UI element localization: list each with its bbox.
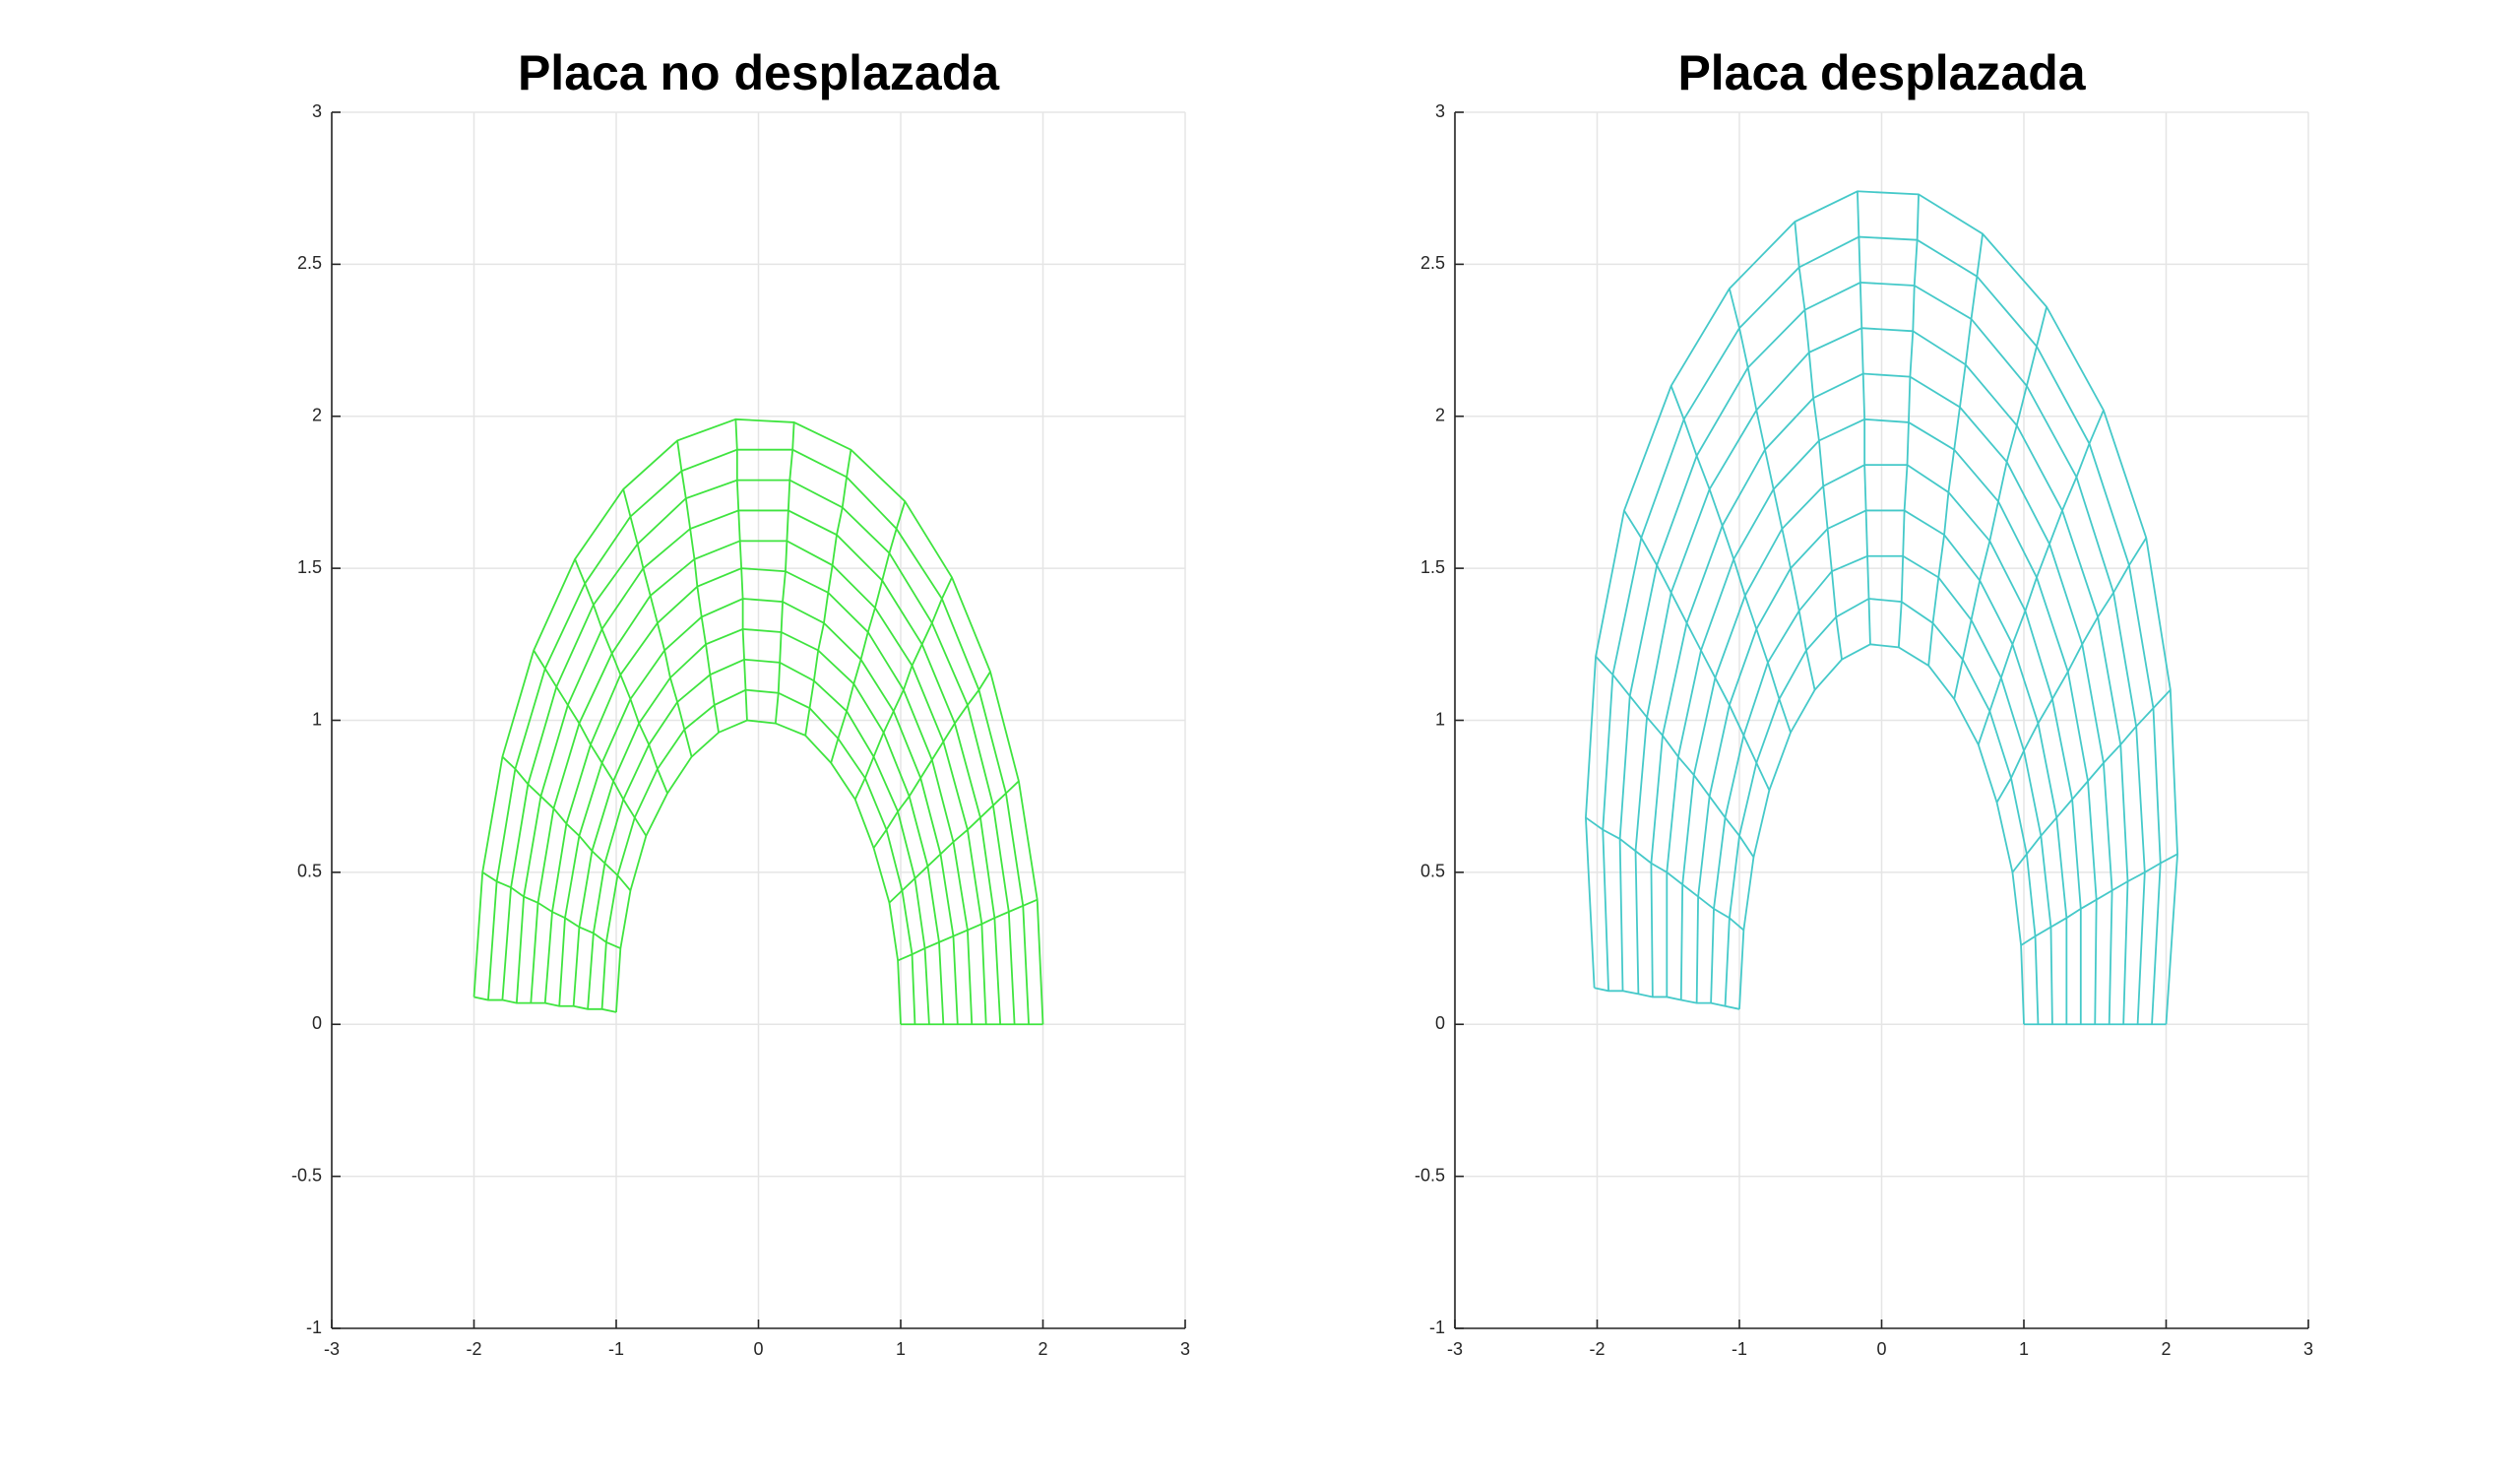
mesh-radial-line — [1729, 288, 1816, 690]
mesh-ring — [558, 598, 959, 1025]
mesh-radial-line — [872, 671, 991, 849]
mesh-ring — [587, 658, 930, 1025]
mesh-ring — [530, 540, 987, 1025]
y-tick-label: 3 — [312, 101, 322, 121]
mesh-radial-line — [1897, 194, 1920, 648]
x-tick-label: -2 — [1589, 1339, 1605, 1359]
y-tick-label: 0 — [312, 1013, 322, 1033]
x-tick-label: 3 — [2303, 1339, 2313, 1359]
y-tick-label: 0 — [1435, 1013, 1445, 1033]
mesh-radial-line — [501, 755, 632, 891]
y-tick-label: 1 — [312, 709, 322, 729]
mesh-ring — [1634, 327, 2129, 1025]
mesh-ring — [515, 509, 1002, 1025]
mesh-ring — [1724, 598, 2040, 1025]
x-tick-label: 1 — [896, 1339, 906, 1359]
y-tick-label: 2 — [1435, 406, 1445, 425]
x-tick-label: -2 — [466, 1339, 481, 1359]
mesh-ring — [1666, 418, 2098, 1025]
x-tick-label: 1 — [2019, 1339, 2029, 1359]
x-tick-label: -1 — [1732, 1339, 1747, 1359]
mesh-radial-line — [1927, 233, 1984, 667]
y-tick-label: 2.5 — [297, 253, 322, 273]
mesh-radial-line — [2011, 689, 2172, 873]
x-tick-label: 2 — [2161, 1339, 2171, 1359]
x-tick-label: 2 — [1038, 1339, 1047, 1359]
x-tick-label: 3 — [1180, 1339, 1190, 1359]
chart-title: Placa no desplazada — [518, 45, 1000, 100]
y-tick-label: 3 — [1435, 101, 1445, 121]
mesh-radial-line — [622, 488, 693, 757]
y-tick-label: 2.5 — [1420, 253, 1445, 273]
x-tick-label: 0 — [753, 1339, 763, 1359]
mesh-radial-line — [574, 558, 668, 794]
mesh-ring — [615, 719, 902, 1025]
chart: -3 -2 -1 0 1 2 3 -1 -0.5 0 0.5 1 1.5 2 2.5 3 Placa despl… — [1415, 45, 2313, 1359]
x-tick-label: -3 — [324, 1339, 340, 1359]
mesh-radial-line — [1977, 410, 2105, 745]
y-tick-label: 1.5 — [1420, 557, 1445, 577]
mesh-radial-line — [1953, 306, 2048, 700]
y-tick-label: -0.5 — [1415, 1165, 1445, 1185]
y-tick-label: 1 — [1435, 709, 1445, 729]
mesh-radial-line — [1594, 987, 1740, 1010]
mesh-radial-line — [897, 898, 1039, 962]
mesh-radial-line — [473, 996, 617, 1013]
chart: -3 -2 -1 0 1 2 3 -1 -0.5 0 0.5 1 1.5 2 2.5 3 Placa no de… — [291, 45, 1190, 1359]
mesh-radial-line — [1794, 222, 1843, 660]
mesh-ring — [1679, 464, 2082, 1025]
mesh-radial-line — [1585, 816, 1744, 932]
mesh-radial-line — [804, 449, 852, 737]
mesh-radial-line — [533, 650, 648, 837]
mesh-radial-line — [830, 500, 907, 763]
y-tick-label: -0.5 — [291, 1165, 322, 1185]
mesh-ring — [501, 479, 1016, 1025]
mesh-radial-line — [1857, 191, 1871, 645]
chart-title: Placa desplazada — [1677, 45, 2086, 100]
mesh-ring — [1710, 554, 2053, 1025]
mesh-ring — [1695, 509, 2068, 1025]
mesh-radial-line — [1670, 385, 1792, 734]
mesh-ring — [1602, 235, 2162, 1025]
mesh-radial-line — [888, 780, 1020, 904]
mesh-radial-line — [853, 577, 953, 801]
mesh-radial-line — [2020, 853, 2178, 946]
y-tick-label: 0.5 — [1420, 862, 1445, 881]
mesh-ring — [1650, 372, 2113, 1025]
y-tick-label: 2 — [312, 406, 322, 425]
x-tick-label: -3 — [1447, 1339, 1463, 1359]
mesh-radial-line — [481, 871, 621, 949]
mesh-radial-line — [1595, 656, 1755, 858]
mesh-radial-line — [1995, 537, 2148, 804]
y-tick-label: 0.5 — [297, 862, 322, 881]
mesh-ring — [1618, 281, 2146, 1025]
mesh-ring — [487, 448, 1030, 1025]
mesh-ring — [600, 688, 916, 1025]
mesh-ring — [1585, 190, 2178, 1025]
mesh-radial-line — [676, 440, 720, 733]
x-tick-label: -1 — [608, 1339, 624, 1359]
y-tick-label: 1.5 — [297, 557, 322, 577]
mesh-ring — [572, 627, 945, 1025]
y-tick-label: -1 — [306, 1318, 322, 1337]
mesh-radial-line — [1623, 509, 1771, 791]
mesh-radial-line — [774, 421, 795, 724]
y-tick-label: -1 — [1429, 1318, 1445, 1337]
mesh-ring — [1738, 643, 2025, 1025]
x-tick-label: 0 — [1876, 1339, 1886, 1359]
mesh-ring — [472, 418, 1044, 1025]
mesh-ring — [543, 567, 974, 1025]
mesh-radial-line — [734, 418, 748, 721]
